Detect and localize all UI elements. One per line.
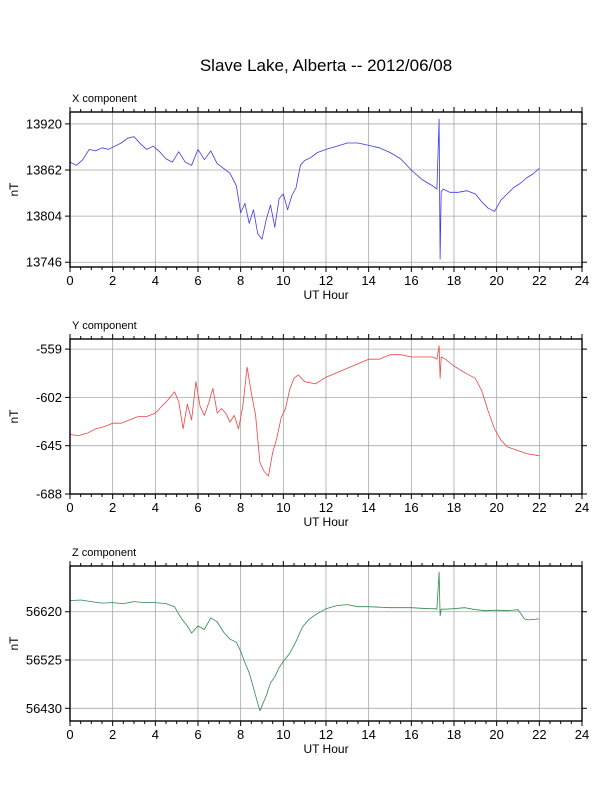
x-tick-label: 22 (532, 273, 546, 288)
x-tick-label: 4 (152, 500, 159, 515)
x-tick-label: 14 (361, 500, 375, 515)
x-tick-label: 18 (447, 500, 461, 515)
y-tick-label: -559 (36, 342, 62, 357)
x-tick-label: 20 (489, 500, 503, 515)
x-axis-label: UT Hour (303, 515, 348, 529)
x-tick-label: 24 (575, 273, 589, 288)
y-tick-label: 13862 (26, 163, 62, 178)
y-tick-label: -602 (36, 390, 62, 405)
x-tick-label: 4 (152, 273, 159, 288)
x-component-chart: 0 2 4 6 8 10 12 14 16 18 20 22 241374613804138621392… (7, 93, 589, 302)
x-tick-label: 22 (532, 727, 546, 742)
y-tick-label: 56525 (26, 653, 62, 668)
y-tick-label: 56430 (26, 701, 62, 716)
x-tick-label: 12 (319, 727, 333, 742)
y-tick-label: -688 (36, 487, 62, 502)
x-tick-label: 6 (194, 727, 201, 742)
x-tick-label: 20 (489, 273, 503, 288)
panel-title: X component (72, 93, 137, 105)
x-tick-label: 2 (109, 500, 116, 515)
x-axis-label: UT Hour (303, 742, 348, 756)
x-tick-label: 2 (109, 273, 116, 288)
x-tick-label: 2 (109, 727, 116, 742)
series-line (69, 118, 540, 260)
x-tick-label: 4 (152, 727, 159, 742)
x-tick-label: 12 (319, 500, 333, 515)
x-tick-label: 14 (361, 727, 375, 742)
y-tick-label: 56620 (26, 604, 62, 619)
y-axis-label: nT (7, 409, 21, 424)
y-axis-label: nT (7, 182, 21, 197)
x-tick-label: 10 (276, 273, 290, 288)
x-tick-label: 8 (237, 727, 244, 742)
y-tick-label: 13746 (26, 255, 62, 270)
x-axis-label: UT Hour (303, 288, 348, 302)
x-tick-label: 6 (194, 500, 201, 515)
x-tick-label: 14 (361, 273, 375, 288)
x-tick-label: 6 (194, 273, 201, 288)
x-tick-label: 10 (276, 500, 290, 515)
panel-title: Z component (72, 547, 136, 559)
x-tick-label: 18 (447, 727, 461, 742)
x-tick-label: 0 (66, 500, 73, 515)
panel-title: Y component (72, 320, 137, 332)
series-line (69, 345, 540, 477)
page-title: Slave Lake, Alberta -- 2012/06/08 (199, 56, 453, 75)
series-line (69, 571, 540, 712)
x-tick-label: 18 (447, 273, 461, 288)
x-tick-label: 16 (404, 727, 418, 742)
y-axis-label: nT (7, 636, 21, 651)
x-tick-label: 16 (404, 500, 418, 515)
x-tick-label: 24 (575, 727, 589, 742)
x-tick-label: 0 (66, 727, 73, 742)
x-tick-label: 24 (575, 500, 589, 515)
y-tick-label: 13804 (26, 209, 62, 224)
x-tick-label: 8 (237, 500, 244, 515)
y-tick-label: 13920 (26, 116, 62, 131)
x-tick-label: 10 (276, 727, 290, 742)
x-tick-label: 20 (489, 727, 503, 742)
x-tick-label: 0 (66, 273, 73, 288)
x-tick-label: 16 (404, 273, 418, 288)
x-tick-label: 22 (532, 500, 546, 515)
x-tick-label: 12 (319, 273, 333, 288)
y-tick-label: -645 (36, 438, 62, 453)
x-tick-label: 8 (237, 273, 244, 288)
